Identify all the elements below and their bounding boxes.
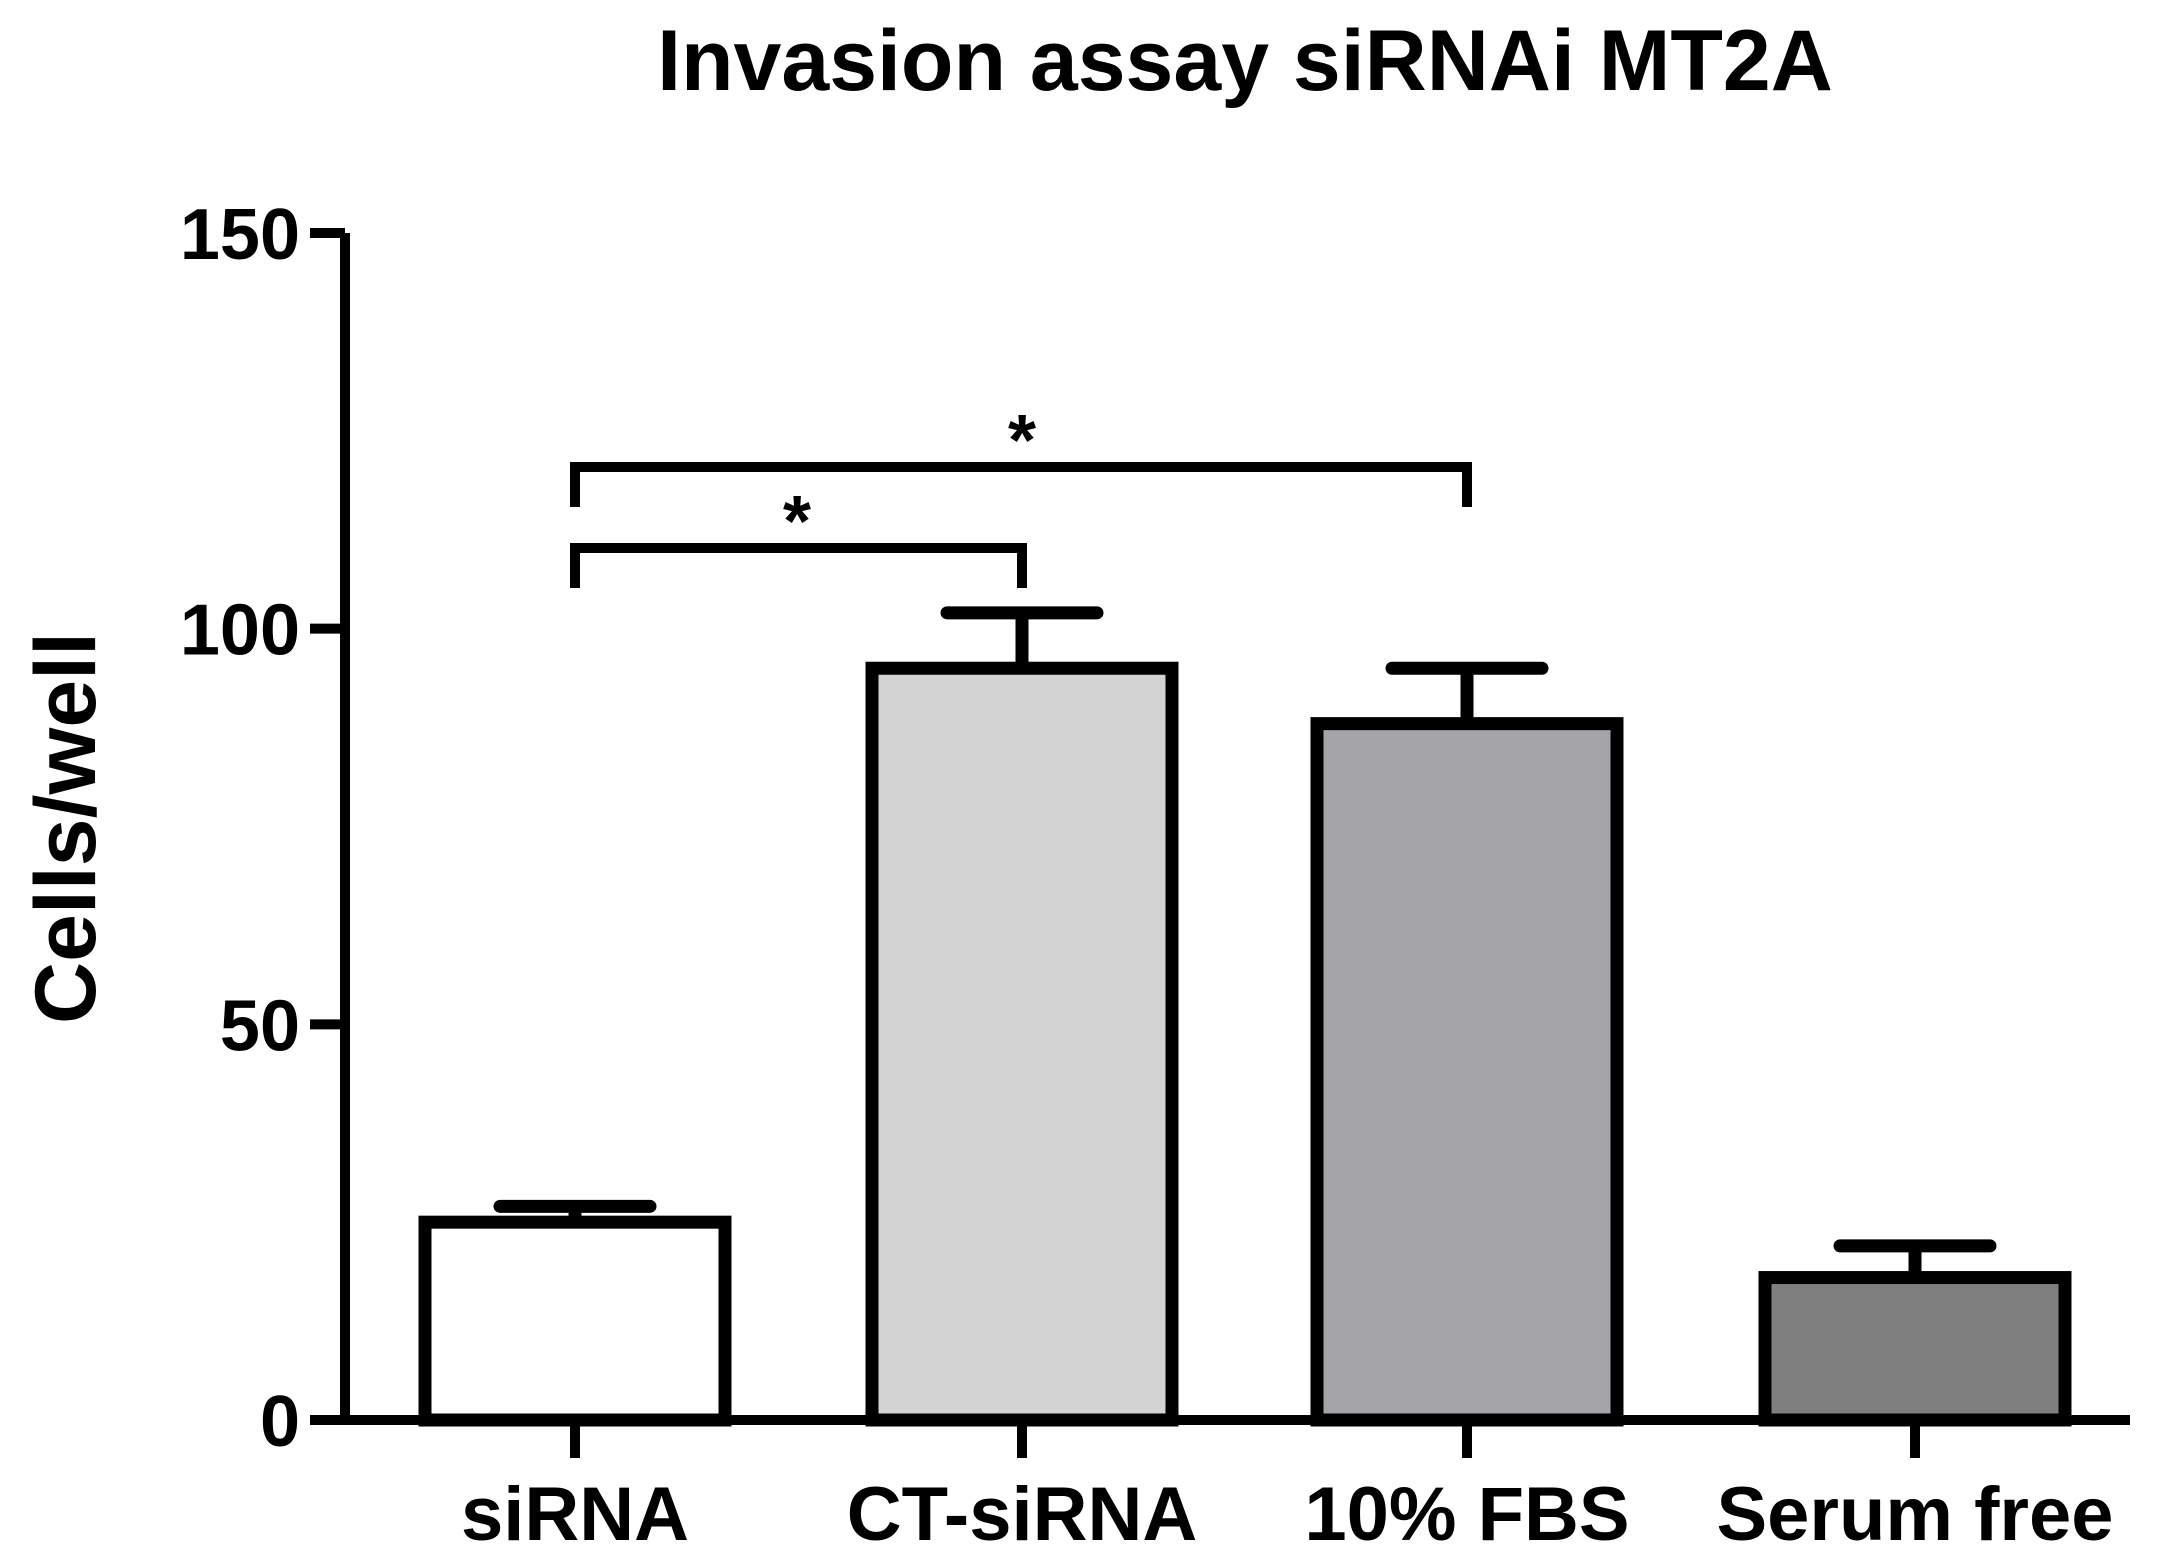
category-label: 10% FBS [1304,1472,1629,1557]
bar-serum-free [1758,1271,2072,1427]
chart-title: Invasion assay siRNAi MT2A [657,13,1833,109]
bar-sirna [418,1215,732,1427]
y-tick-label: 50 [220,986,300,1066]
bar-10-fbs [1310,717,1624,1427]
y-tick-label: 100 [180,591,300,671]
axes-layer: 0 50 100 150 siRNA CT-siRNA 10% FBS Serum free [180,195,2130,1557]
significance-star: * [1008,401,1036,481]
significance-layer: ** [570,401,1472,588]
category-label: CT-siRNA [847,1472,1197,1557]
error-bars-layer [493,606,1997,1278]
bar-ct-sirna [865,661,1179,1427]
significance-star: * [783,482,811,562]
category-label: siRNA [461,1472,689,1557]
category-label: Serum free [1716,1472,2113,1557]
y-axis-label: Cells/well [18,632,114,1024]
y-tick-label: 150 [180,195,300,275]
significance-bracket [570,462,1472,507]
y-tick-label: 0 [260,1382,300,1462]
significance-bracket [570,543,1027,588]
bars-layer [418,661,2072,1427]
